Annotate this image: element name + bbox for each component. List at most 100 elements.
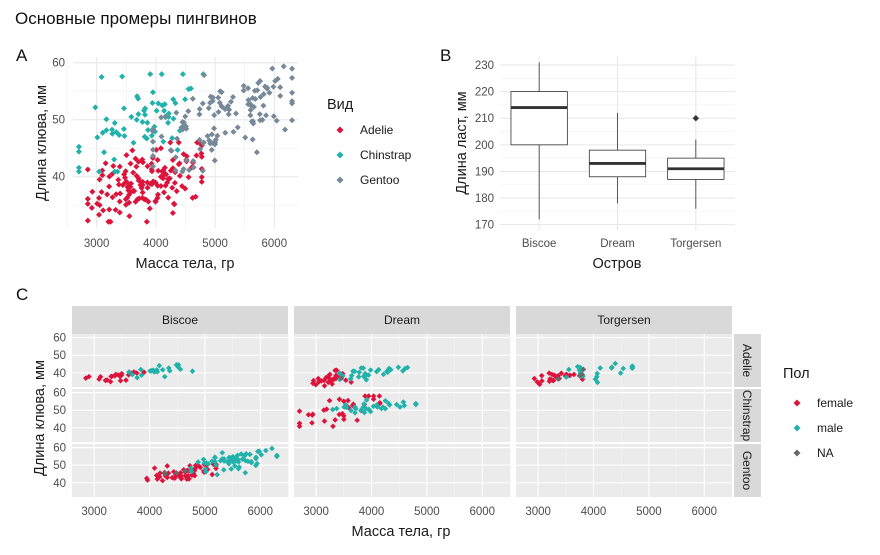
data-point bbox=[196, 111, 203, 118]
data-point bbox=[289, 74, 296, 81]
data-point bbox=[154, 191, 161, 198]
data-point bbox=[321, 418, 328, 424]
data-point bbox=[166, 368, 173, 374]
data-point bbox=[289, 65, 296, 72]
chart-a-scatter: 3000 4000 5000 6000 40 50 60 Масса тела, гр Длин… bbox=[34, 57, 412, 272]
data-point bbox=[197, 146, 204, 153]
data-point bbox=[255, 79, 262, 86]
data-point bbox=[579, 376, 586, 383]
data-point bbox=[160, 175, 167, 182]
data-point bbox=[116, 132, 123, 139]
x-tick-label: Torgersen bbox=[670, 238, 721, 250]
data-point bbox=[289, 89, 296, 96]
data-point bbox=[534, 379, 540, 385]
data-point bbox=[186, 476, 192, 482]
data-point bbox=[84, 200, 91, 207]
data-point bbox=[158, 71, 165, 78]
data-point bbox=[135, 111, 142, 118]
data-point bbox=[182, 468, 188, 474]
data-point bbox=[157, 183, 164, 190]
data-point bbox=[202, 466, 209, 472]
data-point bbox=[176, 127, 183, 134]
data-point bbox=[351, 368, 358, 375]
data-point bbox=[189, 194, 196, 201]
data-point bbox=[185, 174, 192, 181]
data-point bbox=[563, 374, 570, 380]
data-point bbox=[212, 454, 218, 461]
data-point bbox=[209, 471, 215, 478]
data-point bbox=[248, 459, 255, 466]
data-point bbox=[386, 365, 392, 372]
data-point bbox=[380, 371, 387, 378]
data-point bbox=[531, 375, 538, 382]
data-point bbox=[373, 368, 380, 375]
data-point bbox=[108, 373, 114, 380]
data-point bbox=[211, 112, 218, 119]
data-point bbox=[227, 455, 233, 461]
legend-label: female bbox=[817, 396, 853, 410]
x-axis-label: Остров bbox=[592, 256, 641, 272]
data-point bbox=[273, 117, 280, 124]
data-point bbox=[404, 364, 411, 371]
data-point bbox=[160, 189, 167, 196]
data-point bbox=[116, 198, 123, 205]
data-point bbox=[242, 134, 249, 141]
y-axis-label: Длина клюва, мм bbox=[32, 360, 48, 476]
data-point bbox=[323, 374, 329, 381]
data-point bbox=[171, 201, 178, 208]
facet-strip-label: Dream bbox=[384, 313, 420, 327]
data-point bbox=[277, 84, 284, 91]
data-point bbox=[558, 370, 565, 377]
data-point bbox=[149, 152, 156, 159]
data-point bbox=[172, 154, 179, 161]
data-point bbox=[135, 158, 142, 165]
data-point bbox=[341, 404, 347, 410]
x-tick-label: 5000 bbox=[414, 506, 440, 518]
data-point bbox=[247, 451, 253, 458]
data-point bbox=[161, 164, 168, 171]
data-point bbox=[348, 379, 354, 385]
data-point bbox=[141, 196, 148, 203]
data-point bbox=[227, 98, 234, 105]
data-point bbox=[106, 183, 113, 190]
data-point bbox=[106, 173, 113, 180]
data-point bbox=[155, 100, 162, 107]
data-point bbox=[120, 125, 127, 132]
data-point bbox=[240, 87, 247, 94]
y-axis-label: Длина клюва, мм bbox=[34, 85, 50, 201]
data-point bbox=[594, 379, 601, 386]
data-point bbox=[233, 110, 240, 117]
panel-tag-a: A bbox=[16, 46, 28, 65]
data-point bbox=[348, 372, 355, 379]
x-tick-label: 3000 bbox=[84, 238, 110, 250]
data-point bbox=[255, 448, 261, 455]
data-point bbox=[277, 92, 284, 99]
data-point bbox=[115, 181, 122, 188]
data-point bbox=[249, 136, 256, 143]
data-point bbox=[361, 373, 368, 380]
data-point bbox=[361, 409, 368, 416]
data-point bbox=[208, 131, 215, 138]
data-point bbox=[254, 87, 261, 94]
data-point bbox=[130, 169, 137, 176]
data-point bbox=[165, 119, 172, 126]
data-point bbox=[296, 408, 303, 414]
data-point bbox=[182, 113, 189, 120]
data-point bbox=[122, 196, 129, 203]
x-tick-label: 4000 bbox=[581, 506, 607, 518]
data-point bbox=[230, 459, 236, 465]
data-point bbox=[336, 396, 343, 403]
data-point bbox=[164, 463, 171, 469]
data-point bbox=[103, 127, 110, 134]
data-point bbox=[226, 460, 232, 467]
x-tick-label: 5000 bbox=[636, 506, 662, 518]
data-point bbox=[112, 206, 119, 213]
data-point bbox=[555, 376, 561, 382]
data-point bbox=[329, 406, 336, 413]
data-point bbox=[109, 126, 116, 133]
data-point bbox=[262, 83, 269, 90]
data-point bbox=[144, 184, 151, 191]
data-point bbox=[127, 160, 134, 167]
data-point bbox=[321, 377, 327, 384]
data-point bbox=[182, 473, 189, 479]
